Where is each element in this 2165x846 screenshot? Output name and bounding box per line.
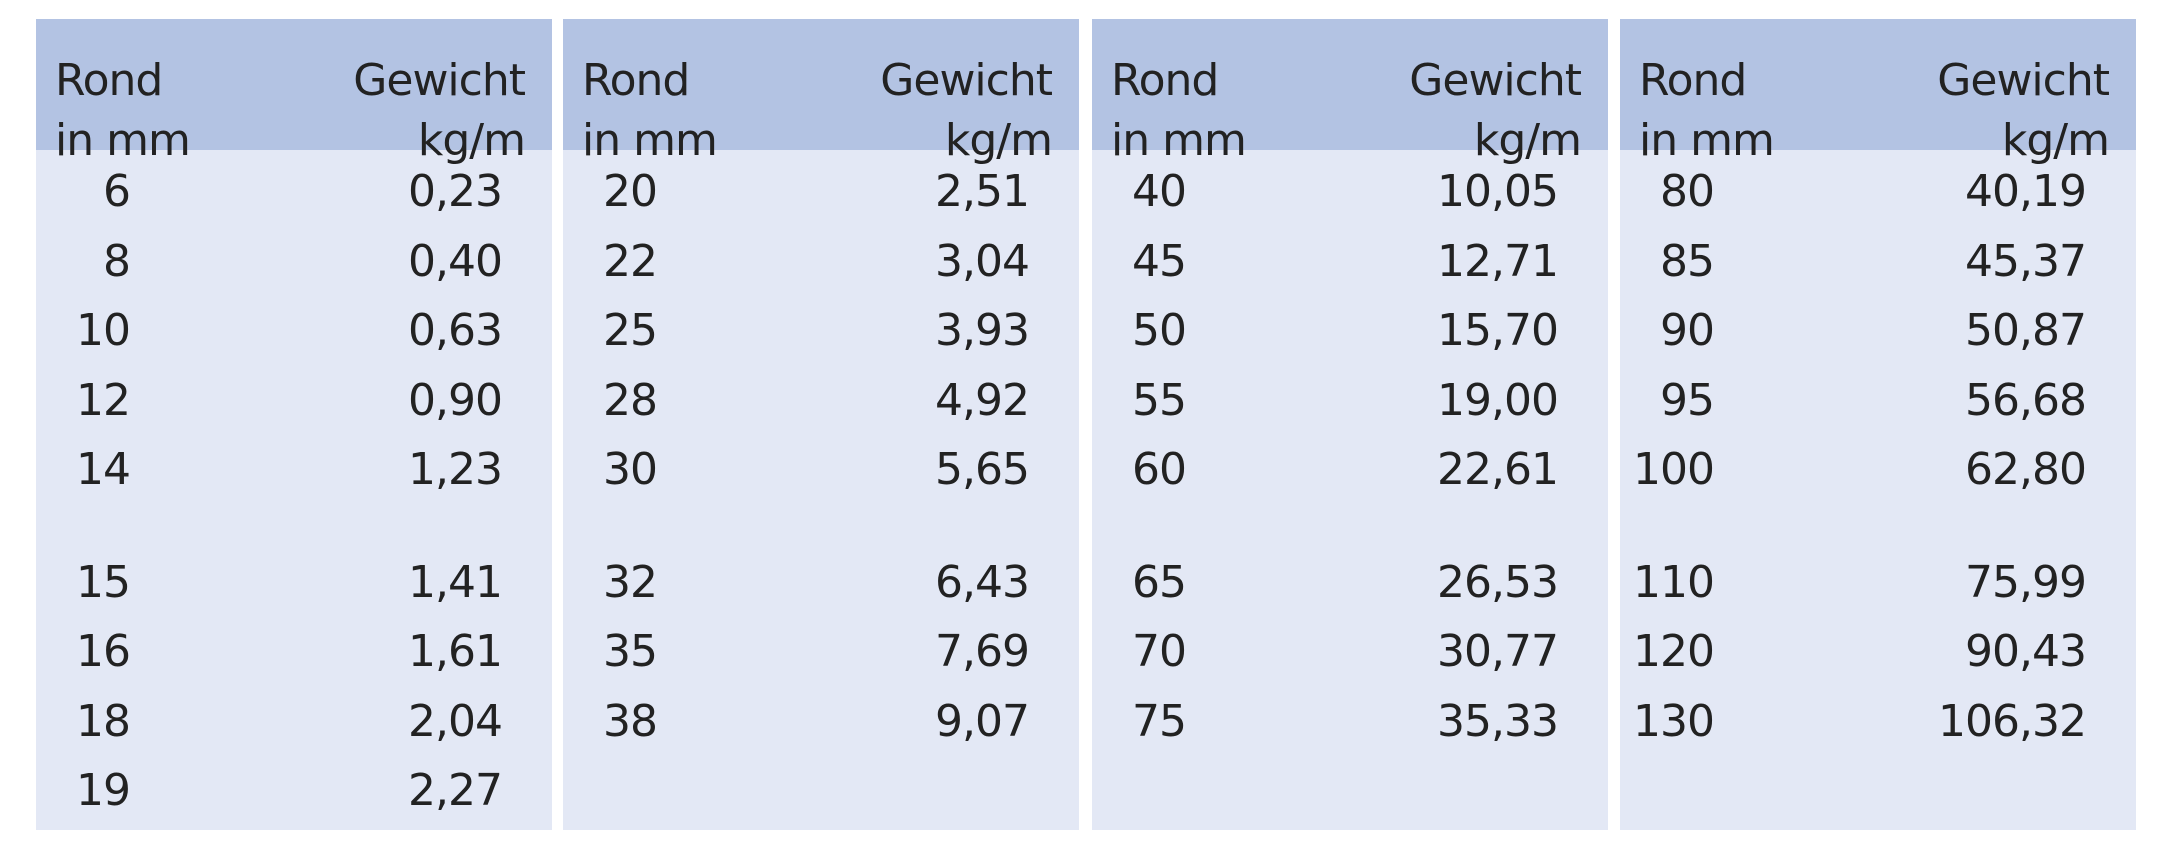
table-header: Rond Gewicht in mm kg/m (36, 19, 552, 163)
table-panel: Rond Gewicht in mm kg/m 40 10,05 45 12,71 50 15,7… (1092, 19, 1608, 830)
weight-cell: 4,92 (935, 374, 1030, 426)
diameter-cell: 50 (1132, 305, 1187, 356)
weight-cell: 2,51 (935, 166, 1030, 217)
weight-cell: 0,90 (408, 374, 503, 426)
diameter-cell: 120 (1633, 626, 1715, 677)
header-label: Gewicht (1409, 55, 1582, 106)
weight-cell: 45,37 (1965, 235, 2087, 287)
header-label: Rond (582, 55, 690, 106)
diameter-cell: 19 (76, 765, 131, 816)
diameter-cell: 18 (76, 695, 131, 747)
diameter-cell: 22 (603, 235, 658, 287)
header-label: in mm (1111, 115, 1247, 166)
header-label: in mm (55, 115, 191, 166)
weight-cell: 40,19 (1965, 166, 2087, 217)
diameter-cell: 15 (76, 556, 131, 608)
diameter-cell: 45 (1132, 235, 1187, 287)
diameter-cell: 65 (1132, 556, 1187, 608)
diameter-cell: 85 (1660, 235, 1715, 287)
header-label: in mm (582, 115, 718, 166)
diameter-cell: 40 (1132, 166, 1187, 217)
header-label: Gewicht (880, 55, 1053, 106)
diameter-cell: 55 (1132, 374, 1187, 426)
table-header: Rond Gewicht in mm kg/m (563, 19, 1079, 163)
weight-cell: 35,33 (1437, 695, 1559, 747)
diameter-cell: 20 (603, 166, 658, 217)
header-label: Gewicht (1937, 55, 2110, 106)
weight-cell: 1,61 (408, 626, 503, 677)
weight-cell: 10,05 (1437, 166, 1559, 217)
diameter-cell: 28 (603, 374, 658, 426)
weight-cell: 0,63 (408, 305, 503, 356)
header-label: kg/m (944, 115, 1053, 166)
weight-cell: 22,61 (1437, 444, 1559, 495)
header-label: Gewicht (353, 55, 526, 106)
weight-cell: 26,53 (1437, 556, 1559, 608)
weight-cell: 3,93 (935, 305, 1030, 356)
diameter-cell: 60 (1132, 444, 1187, 495)
diameter-cell: 70 (1132, 626, 1187, 677)
weight-cell: 2,04 (408, 695, 503, 747)
weight-cell: 0,40 (408, 235, 503, 287)
weight-cell: 6,43 (935, 556, 1030, 608)
diameter-cell: 6 (103, 166, 131, 217)
weight-cell: 9,07 (935, 695, 1030, 747)
weight-cell: 50,87 (1965, 305, 2087, 356)
diameter-cell: 90 (1660, 305, 1715, 356)
diameter-cell: 10 (76, 305, 131, 356)
table-panel: Rond Gewicht in mm kg/m 80 40,19 85 45,37 90 50,8… (1620, 19, 2136, 830)
weight-cell: 1,23 (408, 444, 503, 495)
diameter-cell: 16 (76, 626, 131, 677)
header-label: Rond (1111, 55, 1219, 106)
table-header: Rond Gewicht in mm kg/m (1092, 19, 1608, 163)
weight-cell: 62,80 (1965, 444, 2087, 495)
diameter-cell: 100 (1633, 444, 1715, 495)
table-header: Rond Gewicht in mm kg/m (1620, 19, 2136, 163)
header-label: Rond (1639, 55, 1747, 106)
header-label: kg/m (2001, 115, 2110, 166)
diameter-cell: 30 (603, 444, 658, 495)
weight-cell: 0,23 (408, 166, 503, 217)
diameter-cell: 25 (603, 305, 658, 356)
weight-cell: 15,70 (1437, 305, 1559, 356)
header-label: in mm (1639, 115, 1775, 166)
diameter-cell: 95 (1660, 374, 1715, 426)
weight-cell: 30,77 (1437, 626, 1559, 677)
table-panel: Rond Gewicht in mm kg/m 6 0,23 8 0,40 10 0,63 12 0,… (36, 19, 552, 830)
weight-cell: 2,27 (408, 765, 503, 816)
weight-cell: 7,69 (935, 626, 1030, 677)
header-label: Rond (55, 55, 163, 106)
diameter-cell: 80 (1660, 166, 1715, 217)
weight-cell: 1,41 (408, 556, 503, 608)
diameter-cell: 32 (603, 556, 658, 608)
weight-cell: 5,65 (935, 444, 1030, 495)
diameter-cell: 8 (103, 235, 131, 287)
weight-cell: 19,00 (1437, 374, 1559, 426)
diameter-cell: 14 (76, 444, 131, 495)
diameter-cell: 38 (603, 695, 658, 747)
diameter-cell: 12 (76, 374, 131, 426)
header-label: kg/m (417, 115, 526, 166)
diameter-cell: 110 (1633, 556, 1715, 608)
weight-cell: 3,04 (935, 235, 1030, 287)
weight-cell: 12,71 (1437, 235, 1559, 287)
weight-cell: 56,68 (1965, 374, 2087, 426)
weight-cell: 90,43 (1965, 626, 2087, 677)
table-panel: Rond Gewicht in mm kg/m 20 2,51 22 3,04 25 3,93 28… (563, 19, 1079, 830)
diameter-cell: 130 (1633, 695, 1715, 747)
weight-cell: 75,99 (1965, 556, 2087, 608)
weight-cell: 106,32 (1938, 695, 2087, 747)
header-label: kg/m (1473, 115, 1582, 166)
diameter-cell: 35 (603, 626, 658, 677)
diameter-cell: 75 (1132, 695, 1187, 747)
